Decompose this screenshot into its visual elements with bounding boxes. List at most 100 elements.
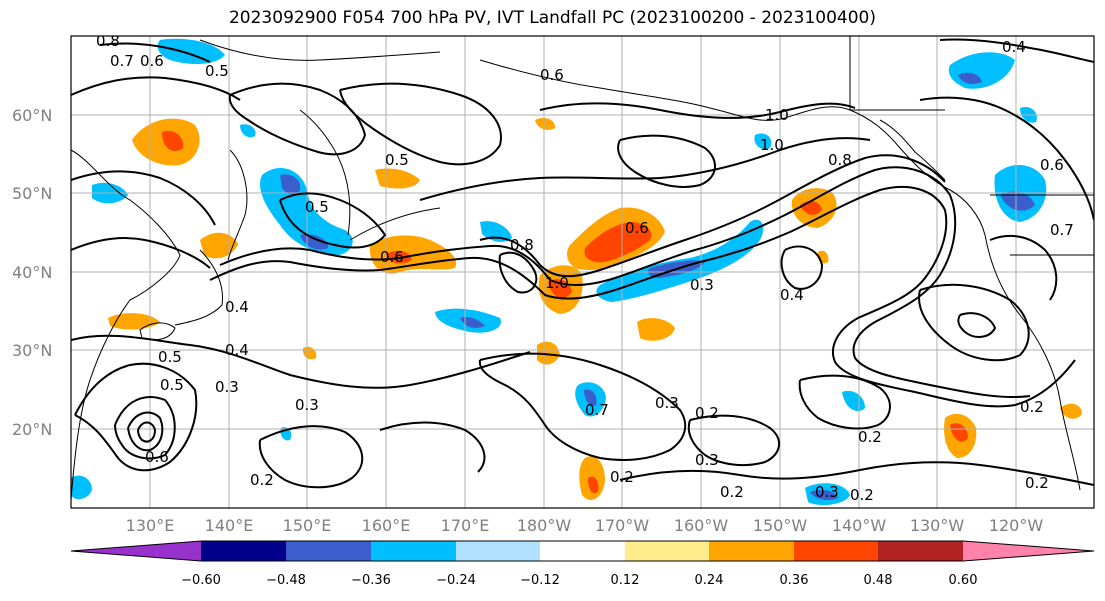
- colorbar-tick-label: 0.24: [695, 573, 724, 588]
- contour-label: 0.5: [385, 151, 409, 169]
- lat-label: 50°N: [12, 184, 52, 203]
- contour-label: 0.4: [780, 286, 804, 304]
- pv-positive-region: [584, 222, 652, 263]
- colorbar-tick-label: −0.12: [520, 573, 560, 588]
- pv-positive-region: [535, 117, 556, 130]
- figure-title: 2023092900 F054 700 hPa PV, IVT Landfall…: [228, 8, 876, 28]
- contour-label: 0.2: [858, 428, 882, 446]
- contour-label: 0.3: [695, 451, 719, 469]
- colorbar-segment: [878, 541, 963, 561]
- contour-label: 0.6: [1040, 156, 1064, 174]
- pv-negative-region: [260, 167, 353, 256]
- contour-label: 0.2: [720, 483, 744, 501]
- lon-label: 180°W: [517, 516, 572, 535]
- pv-contours: [71, 38, 1094, 489]
- contour-label: 0.2: [695, 404, 719, 422]
- lon-label: 130°W: [910, 516, 965, 535]
- pv-positive-region: [162, 130, 184, 152]
- colorbar-segment: [709, 541, 794, 561]
- latitude-labels: 60°N 50°N 40°N 30°N 20°N: [12, 106, 52, 439]
- colorbar-tick-label: −0.24: [436, 573, 476, 588]
- contour-label: 0.8: [510, 236, 534, 254]
- contour-label: 0.2: [1020, 398, 1044, 416]
- lon-label: 150°W: [753, 516, 808, 535]
- contour-label: 1.0: [545, 274, 569, 292]
- colorbar-segment: [794, 541, 878, 561]
- colorbar-segment: [963, 541, 1094, 561]
- pv-positive-region: [537, 341, 560, 365]
- pv-positive-region: [1060, 403, 1082, 419]
- contour-label: 0.6: [380, 248, 404, 266]
- pv-negative-region: [240, 124, 256, 138]
- lon-label: 170°E: [441, 516, 490, 535]
- longitude-labels: 130°E 140°E 150°E 160°E 170°E 180°W 170°…: [126, 516, 1044, 535]
- contour-label: 0.7: [585, 401, 609, 419]
- map-plot-area: 0.8 0.7 0.6 0.5 0.6 0.4 1.0 1.0 0.5 0.8 …: [70, 32, 1095, 509]
- pv-positive-region: [385, 250, 412, 264]
- colorbar-tick-label: −0.60: [181, 573, 221, 588]
- contour-label: 1.0: [765, 106, 789, 124]
- contour-labels: 0.8 0.7 0.6 0.5 0.6 0.4 1.0 1.0 0.5 0.8 …: [96, 32, 1074, 504]
- lat-label: 20°N: [12, 420, 52, 439]
- pv-negative-region: [480, 221, 512, 242]
- colorbar-segment: [540, 541, 625, 561]
- pv-negative-region: [958, 72, 982, 84]
- lon-label: 130°E: [126, 516, 175, 535]
- contour-label: 0.2: [850, 486, 874, 504]
- contour-label: 0.5: [158, 348, 182, 366]
- lon-label: 160°E: [362, 516, 411, 535]
- colorbar-tick-label: −0.36: [351, 573, 391, 588]
- lon-label: 140°W: [832, 516, 887, 535]
- pv-negative-region: [157, 38, 225, 65]
- contour-label: 0.6: [625, 219, 649, 237]
- lat-label: 40°N: [12, 263, 52, 282]
- pv-negative-region: [71, 475, 92, 500]
- lon-label: 120°W: [989, 516, 1044, 535]
- contour-label: 0.3: [215, 378, 239, 396]
- contour-label: 0.7: [1050, 221, 1074, 239]
- colorbar-outline: [70, 540, 1095, 562]
- contour-label: 0.5: [160, 376, 184, 394]
- contour-label: 0.3: [295, 396, 319, 414]
- pv-shading: [71, 38, 1082, 506]
- map-frame: [70, 35, 1095, 509]
- pv-positive-region: [588, 476, 599, 494]
- colorbar: −0.60 −0.48 −0.36 −0.24 −0.12 0.12 0.24 …: [70, 540, 1095, 588]
- lat-label: 30°N: [12, 341, 52, 360]
- contour-label: 0.2: [250, 471, 274, 489]
- colorbar-tick-label: 0.48: [864, 573, 893, 588]
- lon-label: 150°E: [283, 516, 332, 535]
- lon-label: 140°E: [205, 516, 254, 535]
- contour-label: 0.6: [145, 448, 169, 466]
- pv-negative-region: [810, 490, 838, 500]
- contour-label: 0.7: [110, 52, 134, 70]
- contour-label: 0.3: [690, 276, 714, 294]
- contour-label: 0.2: [1025, 474, 1049, 492]
- pv-negative-region: [1000, 191, 1035, 211]
- contour-label: 0.6: [540, 66, 564, 84]
- colorbar-segment: [71, 541, 201, 561]
- contour-label: 1.0: [760, 136, 784, 154]
- contour-label: 0.3: [655, 394, 679, 412]
- lon-label: 170°W: [595, 516, 650, 535]
- graticule: [71, 36, 1094, 508]
- pv-positive-region: [950, 423, 968, 442]
- colorbar-tick-label: −0.48: [266, 573, 306, 588]
- contour-label: 0.6: [140, 52, 164, 70]
- coastlines: [71, 36, 1094, 501]
- pv-positive-region: [637, 318, 675, 341]
- colorbar-segment: [625, 541, 709, 561]
- contour-label: 0.4: [225, 341, 249, 359]
- lat-label: 60°N: [12, 106, 52, 125]
- colorbar-segment: [201, 541, 286, 561]
- contour-label: 0.5: [205, 62, 229, 80]
- contour-label: 0.8: [96, 32, 120, 50]
- contour-label: 0.3: [815, 483, 839, 501]
- colorbar-segment: [286, 541, 371, 561]
- colorbar-segment: [456, 541, 540, 561]
- pv-negative-region: [584, 389, 597, 406]
- lon-label: 160°W: [674, 516, 729, 535]
- contour-label: 0.5: [305, 198, 329, 216]
- pv-negative-region: [460, 317, 485, 328]
